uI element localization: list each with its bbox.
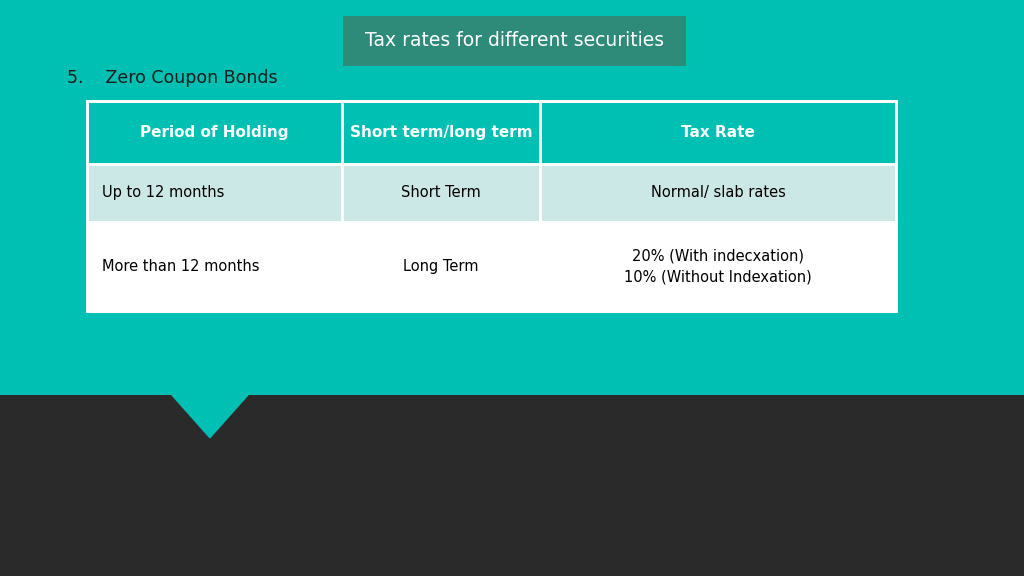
Bar bbox=[0, 0, 1024, 395]
Bar bbox=[87, 101, 896, 311]
Polygon shape bbox=[171, 395, 248, 438]
Bar bbox=[343, 16, 686, 66]
Bar bbox=[87, 101, 896, 164]
Text: Long Term: Long Term bbox=[403, 259, 478, 274]
Text: Short Term: Short Term bbox=[401, 185, 481, 200]
Bar bbox=[87, 164, 896, 222]
Text: Short term/long term: Short term/long term bbox=[349, 125, 532, 140]
Text: 5.    Zero Coupon Bonds: 5. Zero Coupon Bonds bbox=[67, 69, 278, 87]
Text: 20% (With indecxation)
10% (Without Indexation): 20% (With indecxation) 10% (Without Inde… bbox=[625, 248, 812, 285]
Bar bbox=[87, 222, 896, 311]
Text: Tax Rate: Tax Rate bbox=[681, 125, 755, 140]
Text: Normal/ slab rates: Normal/ slab rates bbox=[650, 185, 785, 200]
Text: More than 12 months: More than 12 months bbox=[102, 259, 260, 274]
Text: Tax rates for different securities: Tax rates for different securities bbox=[365, 32, 665, 50]
Bar bbox=[0, 395, 1024, 576]
Text: Period of Holding: Period of Holding bbox=[140, 125, 289, 140]
Text: Up to 12 months: Up to 12 months bbox=[102, 185, 225, 200]
